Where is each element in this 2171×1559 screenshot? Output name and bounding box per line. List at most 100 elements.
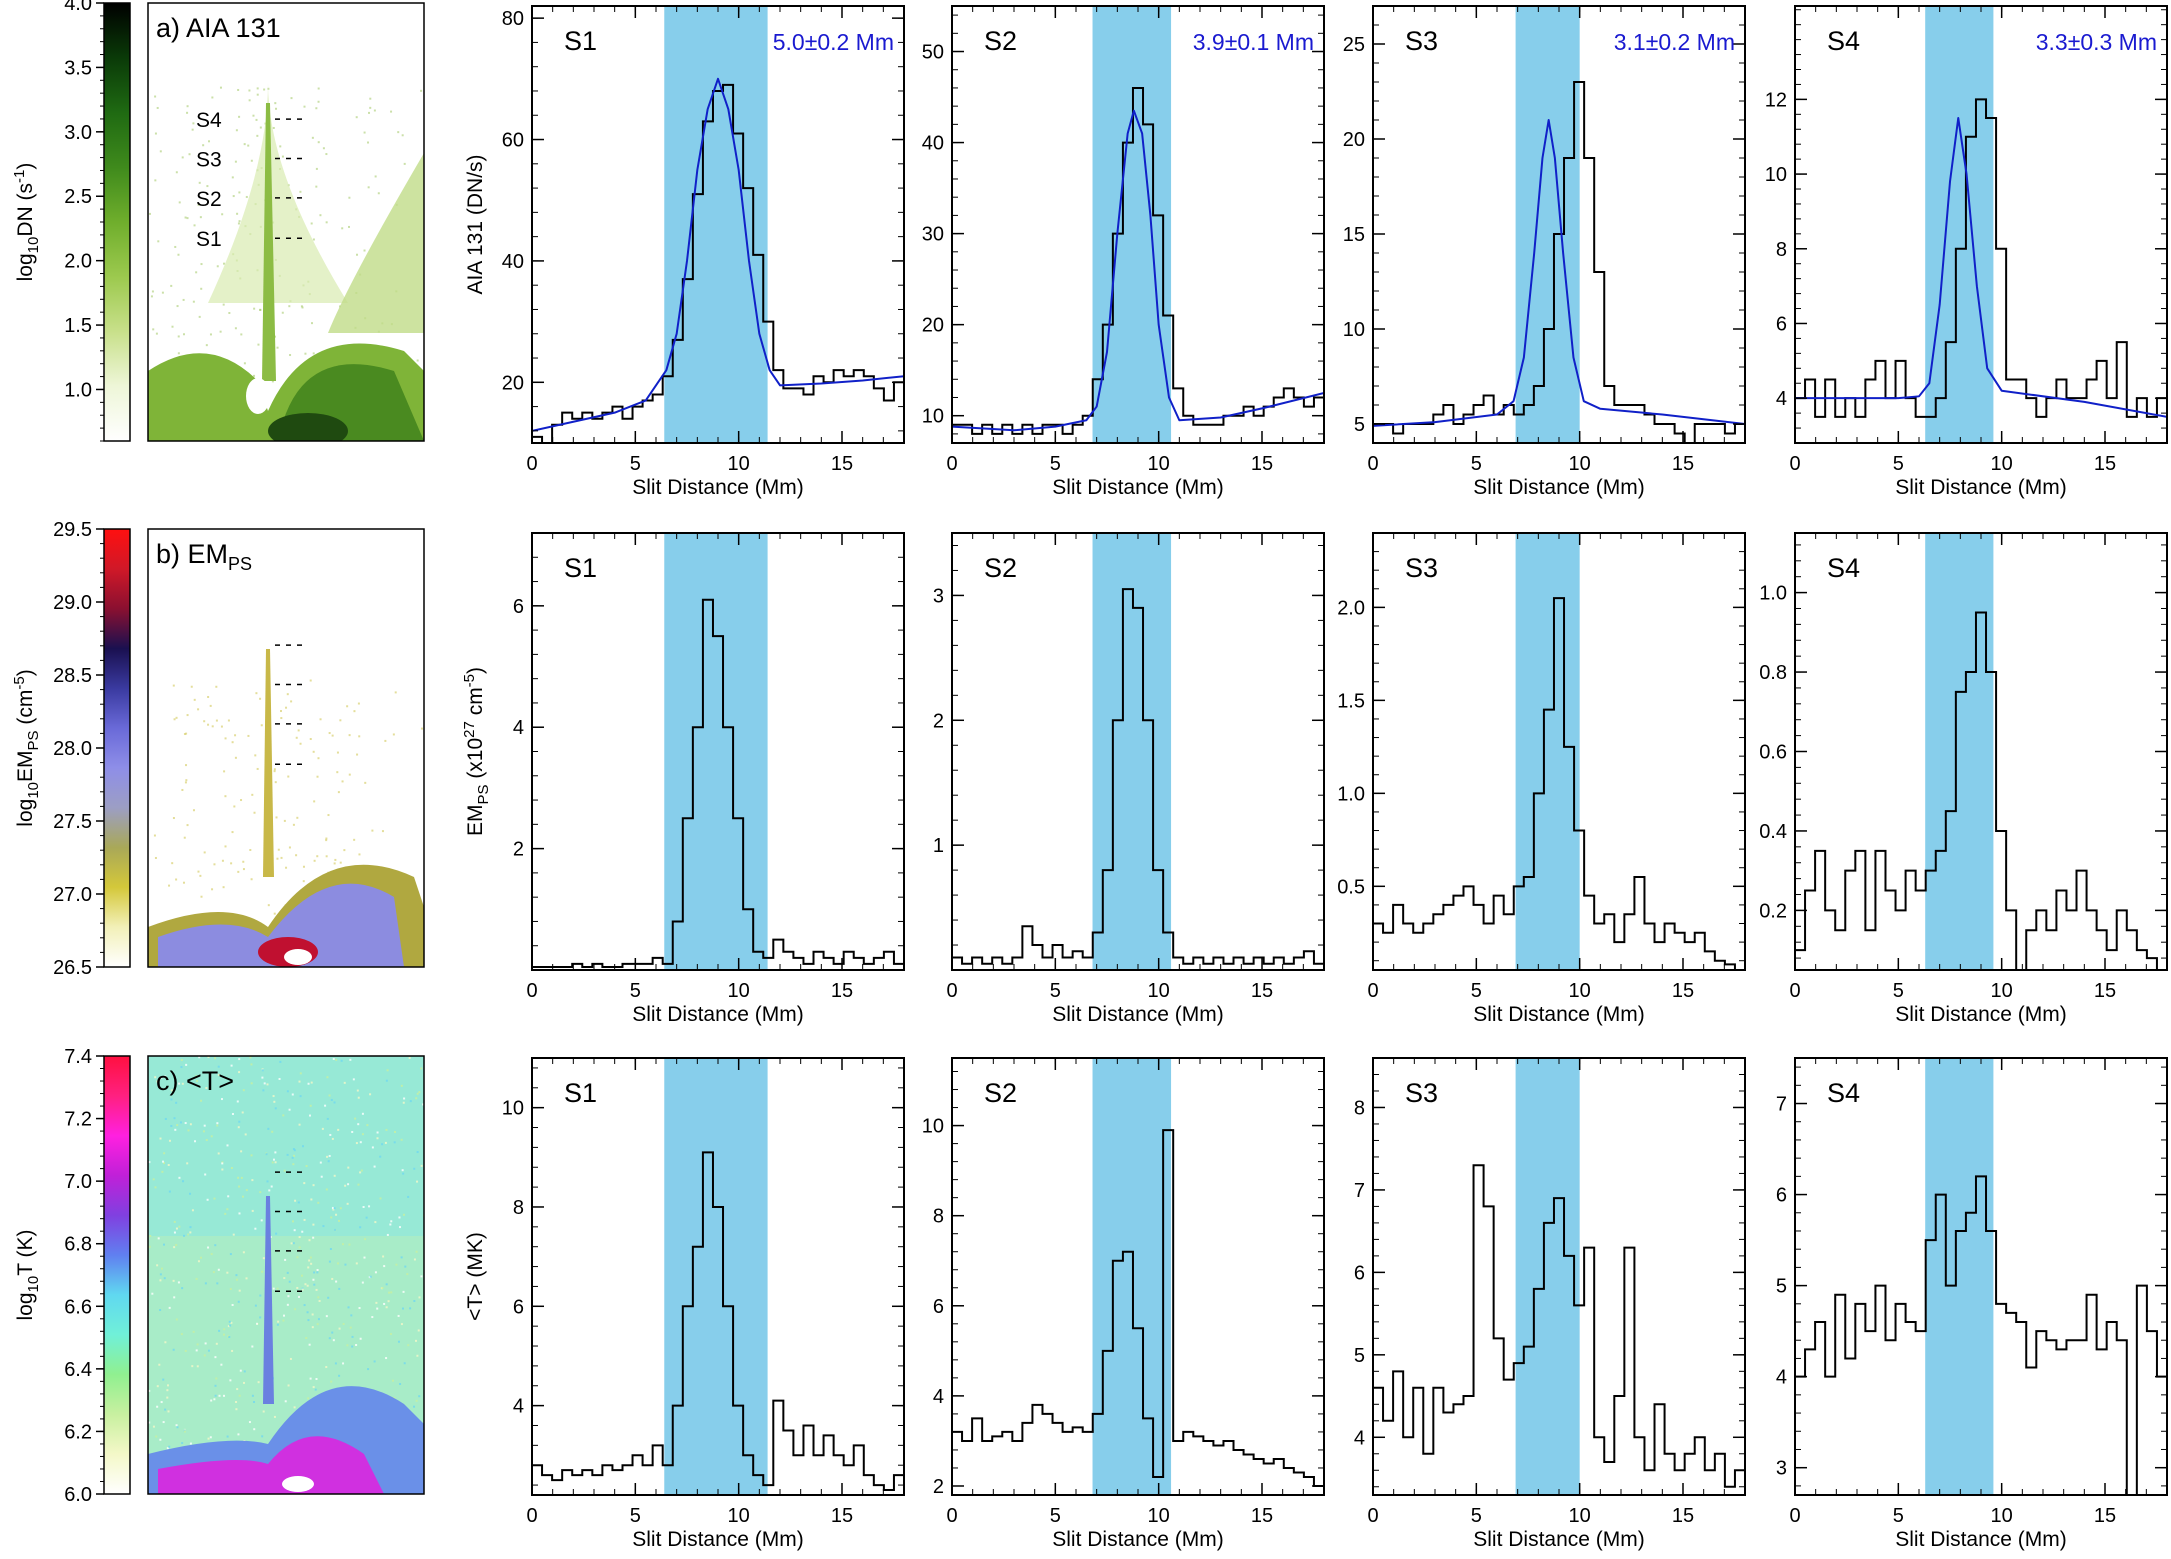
y-tick-label: 0.2 [1759, 900, 1787, 922]
x-tick-label: 10 [1569, 453, 1591, 475]
plot-s3-row2: 0 5 10 15 0.5 1.0 1.5 2.0 Slit Distance (Mm) S3 [1337, 533, 1745, 1026]
width-annotation: 3.9±0.1 Mm [1193, 29, 1314, 55]
colorbar-label: log10DN (s-1) [11, 163, 42, 282]
plot-s2-row1: 0 5 10 151020304050Slit Distance (Mm)S2 3.9±… [922, 6, 1324, 499]
x-tick-label: 10 [1569, 1505, 1591, 1527]
plot-s1-row1: 0 5 10 1520406080Slit Distance (Mm)S1 5.0±0.… [464, 6, 904, 499]
plot-s3-row3: 0 5 10 1545678Slit Distance (Mm)S3 [1354, 1058, 1745, 1551]
y-tick-label: 6 [1354, 1262, 1365, 1284]
x-axis-label: Slit Distance (Mm) [1473, 1003, 1645, 1026]
y-tick-label: 30 [922, 224, 944, 246]
x-tick-label: 15 [1672, 453, 1694, 475]
y-tick-label: 10 [922, 1116, 944, 1138]
x-tick-label: 5 [1050, 453, 1061, 475]
colorbar-tick-label: 6.0 [64, 1484, 92, 1506]
y-tick-label: 1.5 [1337, 690, 1365, 712]
fwhm-band [1925, 1058, 1993, 1495]
y-tick-label: 0.6 [1759, 742, 1787, 764]
width-annotation: 5.0±0.2 Mm [773, 29, 894, 55]
x-tick-label: 0 [946, 980, 957, 1002]
slit-title: S1 [564, 553, 597, 583]
y-tick-label: 10 [502, 1098, 524, 1120]
x-tick-label: 15 [1672, 1505, 1694, 1527]
y-tick-label: 15 [1343, 224, 1365, 246]
x-tick-label: 0 [526, 1505, 537, 1527]
x-axis-label: Slit Distance (Mm) [632, 1528, 804, 1551]
y-tick-label: 3 [933, 585, 944, 607]
y-tick-label: 2.0 [1337, 597, 1365, 619]
fwhm-band [1925, 533, 1993, 970]
x-tick-label: 15 [1251, 1505, 1273, 1527]
x-axis-label: Slit Distance (Mm) [1473, 1528, 1645, 1551]
y-tick-label: 10 [1765, 164, 1787, 186]
colorbar-tick-label: 6.4 [64, 1359, 92, 1381]
x-tick-label: 0 [946, 1505, 957, 1527]
x-tick-label: 10 [1148, 1505, 1170, 1527]
y-tick-label: 7 [1776, 1094, 1787, 1116]
x-tick-label: 15 [831, 453, 853, 475]
y-tick-label: 12 [1765, 89, 1787, 111]
fwhm-band [664, 1058, 767, 1495]
colorbar-tick-label: 29.0 [53, 592, 92, 614]
colorbar-tick-label: 28.5 [53, 665, 92, 687]
slit-title: S3 [1405, 1078, 1438, 1108]
x-tick-label: 15 [831, 1505, 853, 1527]
y-tick-label: 10 [1343, 319, 1365, 341]
width-annotation: 3.1±0.2 Mm [1614, 29, 1735, 55]
slit-title: S3 [1405, 553, 1438, 583]
y-tick-label: 8 [933, 1206, 944, 1228]
x-tick-label: 0 [1367, 980, 1378, 1002]
x-tick-label: 5 [630, 453, 641, 475]
y-tick-label: 40 [502, 251, 524, 273]
x-tick-label: 0 [1789, 1505, 1800, 1527]
y-axis-label: AIA 131 (DN/s) [464, 154, 487, 294]
slit-label: S4 [196, 109, 222, 132]
x-axis-label: Slit Distance (Mm) [1473, 476, 1645, 499]
y-tick-label: 5 [1354, 414, 1365, 436]
y-tick-label: 20 [1343, 129, 1365, 151]
x-tick-label: 5 [1893, 980, 1904, 1002]
fwhm-band [1516, 533, 1580, 970]
x-tick-label: 5 [1471, 453, 1482, 475]
y-tick-label: 4 [1354, 1427, 1365, 1449]
x-tick-label: 15 [1251, 980, 1273, 1002]
colorbar-tick-label: 7.0 [64, 1171, 92, 1193]
y-tick-label: 8 [513, 1197, 524, 1219]
x-tick-label: 10 [1991, 1505, 2013, 1527]
colorbar-tick-label: 7.2 [64, 1109, 92, 1131]
colorbar-tick-label: 1.5 [64, 315, 92, 337]
colorbar-tick-label: 4.0 [64, 0, 92, 15]
colorbar-tick-label: 29.5 [53, 519, 92, 541]
width-annotation: 3.3±0.3 Mm [2036, 29, 2157, 55]
x-tick-label: 0 [1367, 1505, 1378, 1527]
y-tick-label: 6 [1776, 1185, 1787, 1207]
colorbar-tick-label: 28.0 [53, 738, 92, 760]
x-tick-label: 5 [1050, 1505, 1061, 1527]
x-axis-label: Slit Distance (Mm) [1895, 476, 2067, 499]
y-tick-label: 6 [513, 596, 524, 618]
y-tick-label: 20 [502, 372, 524, 394]
y-tick-label: 25 [1343, 34, 1365, 56]
y-axis-label: EMPS (x1027 cm-5) [461, 667, 492, 836]
y-tick-label: 6 [1776, 313, 1787, 335]
colorbar-tick-label: 2.5 [64, 186, 92, 208]
y-tick-label: 4 [513, 717, 524, 739]
x-tick-label: 5 [1893, 453, 1904, 475]
fwhm-band [1516, 1058, 1580, 1495]
colorbar-tick-label: 6.6 [64, 1296, 92, 1318]
y-tick-label: 50 [922, 42, 944, 64]
x-tick-label: 5 [1471, 980, 1482, 1002]
y-tick-label: 3 [1776, 1458, 1787, 1480]
x-tick-label: 0 [526, 980, 537, 1002]
colorbar [104, 1056, 130, 1494]
fwhm-band [664, 533, 767, 970]
colorbar-tick-label: 6.8 [64, 1234, 92, 1256]
panel-label: a) AIA 131 [156, 13, 281, 43]
x-tick-label: 15 [2094, 1505, 2116, 1527]
y-tick-label: 5 [1776, 1276, 1787, 1298]
y-tick-label: 4 [1776, 1367, 1787, 1389]
y-tick-label: 4 [513, 1396, 524, 1418]
image-map [148, 1056, 425, 1495]
image-panel-3: 6.06.26.46.66.87.07.27.4log10T (K)c) <T> [14, 1046, 425, 1506]
x-tick-label: 10 [1991, 980, 2013, 1002]
